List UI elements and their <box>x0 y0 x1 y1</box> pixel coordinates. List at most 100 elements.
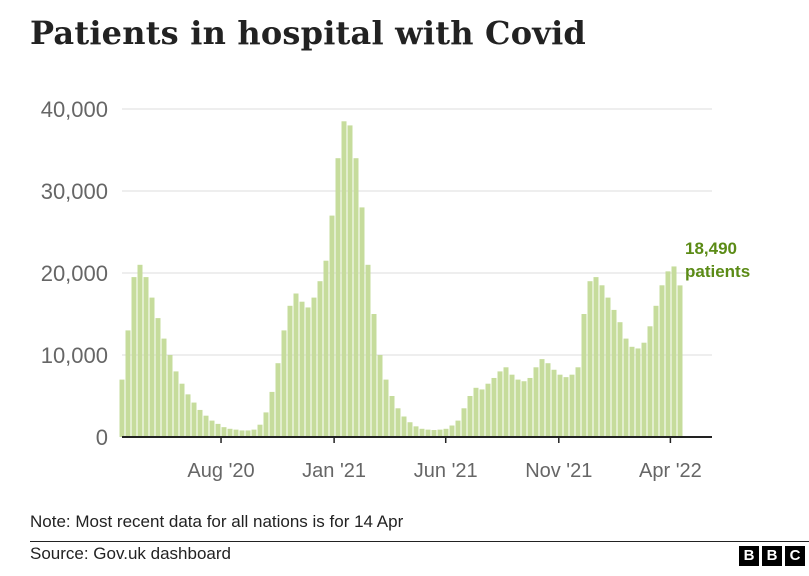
bar <box>191 402 197 437</box>
bar-chart: 0 10,000 20,000 30,000 40,000 Aug '20 Jan '21… <box>41 97 750 482</box>
bar <box>611 309 617 437</box>
bar <box>197 409 203 437</box>
latest-value-annotation: 18,490 patients <box>685 239 750 281</box>
bar <box>575 367 581 437</box>
bar <box>527 377 533 437</box>
bar <box>617 322 623 437</box>
x-tick-label: Apr '22 <box>639 460 702 482</box>
bar <box>137 264 143 437</box>
bar <box>269 391 275 437</box>
bar <box>461 408 467 437</box>
bar <box>389 396 395 437</box>
bar <box>503 367 509 437</box>
bar <box>131 277 137 437</box>
bar <box>377 355 383 437</box>
bar <box>287 305 293 437</box>
bar <box>245 430 251 437</box>
bar <box>521 381 527 437</box>
bar <box>323 260 329 437</box>
bar <box>641 342 647 437</box>
bar <box>653 305 659 437</box>
x-axis-ticks <box>220 437 672 443</box>
bar <box>665 271 671 437</box>
bar <box>359 207 365 437</box>
bar <box>251 429 257 437</box>
bar <box>155 318 161 437</box>
bar <box>491 377 497 437</box>
y-tick-label: 40,000 <box>41 97 108 122</box>
source-credit: Source: Gov.uk dashboard <box>30 544 231 563</box>
bar <box>593 277 599 437</box>
logo-letter: B <box>739 546 759 566</box>
bar <box>335 158 341 437</box>
bar <box>173 371 179 437</box>
bar <box>551 369 557 437</box>
bar <box>677 285 683 437</box>
bar <box>563 377 569 437</box>
bar <box>203 415 209 437</box>
bar <box>443 428 449 437</box>
bar <box>497 371 503 437</box>
bar <box>233 429 239 437</box>
y-axis-labels: 0 10,000 20,000 30,000 40,000 <box>41 97 108 450</box>
bar <box>305 307 311 437</box>
x-tick-label: Jun '21 <box>414 460 478 482</box>
bar <box>407 422 413 437</box>
bar <box>509 374 515 437</box>
bar <box>395 408 401 437</box>
bar <box>515 379 521 437</box>
bar <box>473 387 479 437</box>
bar <box>413 426 419 437</box>
bar <box>479 389 485 437</box>
bar <box>371 314 377 437</box>
bar <box>587 281 593 437</box>
bar <box>539 359 545 437</box>
bar <box>623 338 629 437</box>
bar <box>257 424 263 437</box>
y-tick-label: 20,000 <box>41 261 108 286</box>
bar <box>569 374 575 437</box>
logo-letter: C <box>785 546 805 566</box>
bar <box>317 281 323 437</box>
bar <box>185 394 191 437</box>
bar <box>239 430 245 437</box>
divider <box>30 541 809 542</box>
bar <box>365 264 371 437</box>
bar <box>167 355 173 437</box>
bar <box>341 121 347 438</box>
bar <box>635 348 641 437</box>
x-axis-labels: Aug '20 Jan '21 Jun '21 Nov '21 Apr '22 <box>187 460 701 482</box>
bar <box>557 374 563 437</box>
bbc-logo: B B C <box>739 546 805 566</box>
logo-letter: B <box>762 546 782 566</box>
bar <box>581 314 587 437</box>
bar <box>215 423 221 437</box>
bar <box>605 297 611 437</box>
bar <box>281 330 287 437</box>
bar <box>659 285 665 437</box>
bar <box>119 379 125 437</box>
bar <box>437 429 443 437</box>
annotation-label: patients <box>685 262 750 281</box>
bar <box>293 293 299 437</box>
y-tick-label: 10,000 <box>41 343 108 368</box>
bar <box>647 326 653 437</box>
bar <box>431 430 437 437</box>
bar <box>425 429 431 437</box>
footnote: Note: Most recent data for all nations i… <box>30 512 404 531</box>
bar <box>533 367 539 437</box>
bar <box>545 363 551 437</box>
x-tick-label: Jan '21 <box>302 460 366 482</box>
bar <box>143 277 149 437</box>
annotation-value: 18,490 <box>685 239 737 258</box>
bar <box>401 416 407 437</box>
bar <box>671 266 677 437</box>
bar <box>209 420 215 437</box>
y-tick-label: 0 <box>96 425 108 450</box>
bar <box>599 285 605 437</box>
bar <box>299 301 305 437</box>
bar <box>179 383 185 437</box>
bar <box>455 420 461 437</box>
chart-title: Patients in hospital with Covid <box>30 14 586 52</box>
bar <box>263 412 269 437</box>
